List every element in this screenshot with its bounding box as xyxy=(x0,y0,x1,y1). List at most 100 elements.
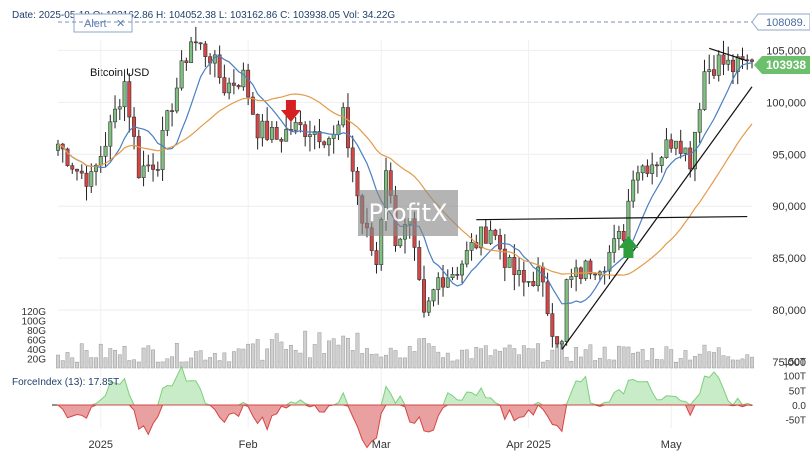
candle-body xyxy=(231,82,236,86)
candle-body xyxy=(526,281,531,283)
volume-bar xyxy=(688,359,693,369)
volume-bar xyxy=(726,356,731,369)
price-tick-label: 105,000 xyxy=(766,45,806,57)
candle-body xyxy=(298,122,303,126)
candle-body xyxy=(588,260,593,275)
candle-body xyxy=(735,56,740,73)
volume-bar xyxy=(189,357,194,369)
candle-body xyxy=(284,129,289,142)
close-value: 103938.05 xyxy=(293,10,341,21)
candle-body xyxy=(350,147,355,172)
candle-body xyxy=(616,231,621,239)
candle-body xyxy=(726,59,731,65)
candle-body xyxy=(179,60,184,89)
alert-close-icon[interactable]: ✕ xyxy=(116,18,125,30)
volume-bar xyxy=(445,352,450,369)
volume-bar xyxy=(636,351,640,369)
volume-bar xyxy=(422,338,426,369)
watermark: ProfitX xyxy=(358,190,458,236)
force-tick-label: 100T xyxy=(783,372,806,383)
volume-bar xyxy=(174,342,179,369)
volume-bar xyxy=(426,343,431,369)
candle-body xyxy=(645,165,650,174)
volume-bar xyxy=(246,343,251,369)
volume-bar xyxy=(260,359,265,369)
volume-bars xyxy=(56,330,754,369)
volume-bar xyxy=(108,348,113,369)
candle-body xyxy=(612,238,617,253)
candle-body xyxy=(174,87,179,112)
volume-bar xyxy=(493,349,498,369)
candle-body xyxy=(217,54,222,78)
candle-body xyxy=(155,169,160,171)
volume-tick-label: 40G xyxy=(27,345,46,356)
volume-bar xyxy=(336,344,341,369)
volume-bar xyxy=(327,340,331,369)
volume-bar xyxy=(455,359,460,369)
volume-bar xyxy=(222,352,227,369)
volume-bar xyxy=(89,357,94,369)
volume-bar xyxy=(274,333,279,369)
volume-bar xyxy=(664,346,669,369)
volume-bar xyxy=(127,360,132,369)
alert-level-tag: 108089. xyxy=(751,13,810,31)
volume-bar xyxy=(545,360,550,369)
trendline[interactable] xyxy=(561,86,753,350)
volume-tick-label: 60G xyxy=(27,335,46,346)
volume-bar xyxy=(217,360,222,369)
volume-bar xyxy=(469,358,474,369)
price-tick-label: 90,000 xyxy=(772,201,806,213)
force-tick-label: 0.0 xyxy=(792,401,806,412)
candle-body xyxy=(678,140,683,154)
force-tick-label: -50T xyxy=(785,416,806,427)
candle-body xyxy=(122,81,127,108)
candle-body xyxy=(574,267,579,277)
candle-body xyxy=(79,170,84,174)
candle-body xyxy=(426,300,431,313)
volume-bar xyxy=(403,357,407,369)
trendline[interactable] xyxy=(476,215,748,221)
vol-value: 34.22G xyxy=(362,10,395,21)
volume-bar xyxy=(379,356,384,369)
candle-body xyxy=(659,157,664,166)
volume-bar xyxy=(122,345,127,369)
x-axis-labels: 2025 Feb Mar Apr 2025 May xyxy=(89,439,683,451)
candle-body xyxy=(70,165,75,170)
volume-bar xyxy=(117,354,122,369)
candle-body xyxy=(650,164,655,174)
volume-bar xyxy=(60,360,65,369)
volume-bar xyxy=(160,361,165,369)
low-value: 103162.86 xyxy=(230,10,278,21)
candle-body xyxy=(441,277,445,288)
price-tick-label: 85,000 xyxy=(772,253,806,265)
volume-bar xyxy=(721,355,726,369)
trendline[interactable] xyxy=(709,47,748,62)
candle-body xyxy=(94,164,98,172)
candle-body xyxy=(688,147,693,170)
volume-bar xyxy=(141,347,146,369)
alert-button[interactable]: Alert ✕ xyxy=(73,13,133,33)
indicator-label: ForceIndex (13): 17.85T xyxy=(12,377,119,388)
volume-bar xyxy=(526,348,531,369)
volume-bar xyxy=(578,356,583,369)
candle-body xyxy=(108,121,113,147)
volume-bar xyxy=(564,356,569,369)
volume-bar xyxy=(702,344,707,369)
close-label: C: xyxy=(280,10,290,21)
volume-bar xyxy=(241,348,246,369)
volume-bar xyxy=(479,348,483,369)
candle-body xyxy=(56,143,60,151)
volume-bar xyxy=(674,361,678,369)
candle-body xyxy=(422,279,426,313)
candle-body xyxy=(479,226,484,249)
volume-bar xyxy=(303,330,308,369)
last-close-tag: 103938 xyxy=(754,56,810,74)
volume-bar xyxy=(227,361,232,369)
volume-bar xyxy=(341,335,346,369)
candle-body xyxy=(331,134,336,139)
volume-bar xyxy=(360,353,365,369)
candle-body xyxy=(483,226,488,244)
volume-bar xyxy=(517,354,521,369)
volume-bar xyxy=(289,344,293,369)
